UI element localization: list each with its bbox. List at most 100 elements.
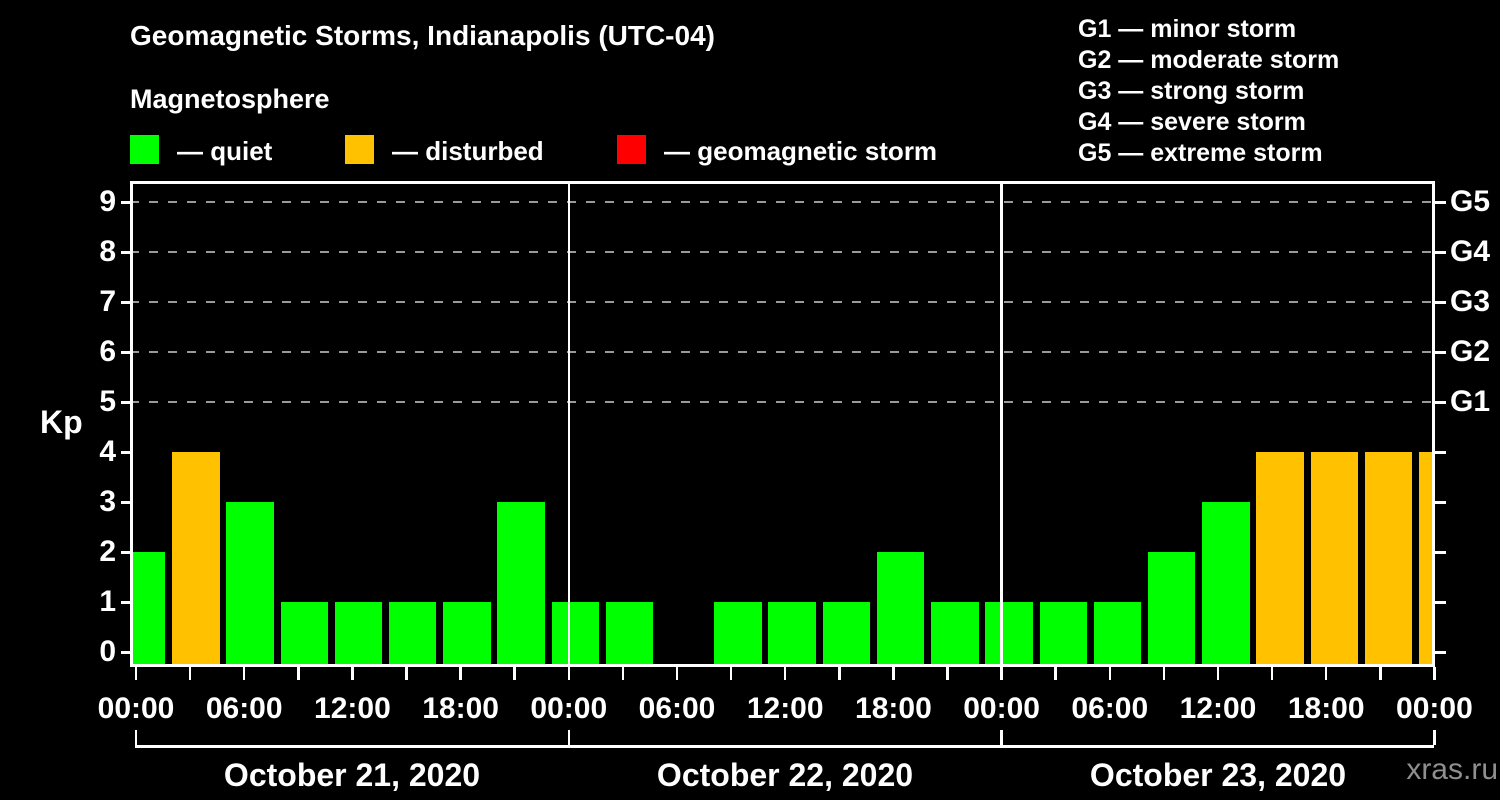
date-bracket-tick: [134, 730, 138, 745]
date-bracket-tick: [567, 730, 571, 745]
kp-bar: [605, 602, 654, 667]
kp-bar: [768, 602, 816, 667]
kp-bar: [822, 602, 871, 667]
x-axis-tick-label: 00:00: [97, 692, 175, 725]
x-axis-tick: [1054, 667, 1057, 680]
x-axis-tick: [297, 667, 300, 680]
g-scale-line: G5 — extreme storm: [1078, 139, 1323, 167]
x-axis-tick: [1433, 667, 1436, 680]
kp-bar: [1093, 602, 1142, 667]
x-axis-tick-label: 06:00: [1071, 692, 1149, 725]
y-axis-tick: [1435, 401, 1446, 404]
kp-bar: [334, 602, 383, 667]
storm-swatch: [617, 135, 646, 164]
plot-clip: [130, 181, 1435, 667]
x-axis-tick: [1379, 667, 1382, 680]
kp-bar: [388, 602, 437, 667]
x-axis-tick: [1000, 667, 1003, 680]
x-axis-tick-label: 18:00: [422, 692, 499, 725]
y-axis-tick: [1435, 651, 1446, 654]
y-axis-tick: [121, 551, 130, 554]
kp-bar: [1202, 502, 1250, 667]
day-divider: [567, 181, 571, 667]
g-level-label: G1: [1450, 385, 1491, 418]
y-axis-tick: [121, 301, 130, 304]
date-bracket: [135, 745, 1434, 748]
g-scale-line: G3 — strong storm: [1078, 77, 1305, 105]
x-axis-tick: [946, 667, 949, 680]
x-axis-tick: [675, 667, 679, 680]
y-axis-tick: [121, 651, 130, 654]
x-axis-tick: [729, 667, 733, 680]
g-scale-line: G1 — minor storm: [1078, 15, 1297, 43]
kp-bar: [280, 602, 329, 667]
day-divider: [1000, 181, 1003, 667]
y-axis-tick: [121, 251, 130, 254]
g-level-gridline: [130, 301, 1435, 303]
kp-bar: [1147, 552, 1196, 667]
date-label: October 22, 2020: [656, 757, 914, 793]
chart-title: Geomagnetic Storms, Indianapolis (UTC-04…: [130, 20, 715, 51]
y-axis-tick-label: 6: [99, 335, 116, 368]
chart-subtitle: Magnetosphere: [130, 84, 330, 114]
x-axis-tick: [134, 667, 138, 680]
x-axis-tick-label: 00:00: [530, 692, 608, 725]
x-axis-tick: [783, 667, 787, 680]
kp-bar: [1039, 602, 1087, 667]
x-axis-tick: [1324, 667, 1328, 680]
x-axis-tick-label: 06:00: [638, 692, 716, 725]
x-axis-tick-label: 00:00: [1396, 692, 1473, 725]
kp-bar: [443, 602, 491, 667]
x-axis-tick: [838, 667, 841, 680]
x-axis-tick: [1270, 667, 1274, 680]
kp-bar: [931, 602, 979, 667]
watermark: xras.ru: [1406, 753, 1498, 786]
quiet-swatch: [130, 135, 159, 164]
kp-bar: [714, 602, 762, 667]
g-level-gridline: [130, 401, 1435, 403]
kp-bar: [226, 502, 274, 667]
x-axis-tick: [188, 667, 192, 680]
g-scale-legend: G1 — minor storm G2 — moderate storm G3 …: [1078, 14, 1339, 169]
y-axis-tick: [1435, 601, 1446, 604]
y-axis-tick-label: 3: [99, 485, 116, 518]
date-label: October 23, 2020: [1089, 757, 1347, 793]
g-level-gridline: [130, 251, 1435, 253]
kp-bar: [551, 602, 600, 667]
x-axis-tick-label: 06:00: [205, 692, 283, 725]
y-axis-tick: [121, 351, 130, 354]
y-axis-tick: [121, 601, 130, 604]
x-axis-tick: [242, 667, 246, 680]
x-axis-tick-label: 12:00: [746, 692, 824, 725]
x-axis-tick: [459, 667, 462, 680]
x-axis-tick: [513, 667, 516, 680]
x-axis-tick-label: 12:00: [314, 692, 391, 725]
y-axis-tick: [1435, 501, 1446, 504]
y-axis-tick: [1435, 351, 1446, 354]
y-axis-tick: [1435, 451, 1446, 454]
y-axis-tick-label: 0: [99, 635, 116, 668]
y-axis-title: Kp: [40, 404, 83, 440]
y-axis-tick-label: 7: [99, 285, 116, 318]
plot-frame: [130, 181, 1435, 667]
g-level-gridline: [130, 351, 1435, 353]
x-axis-tick-label: 12:00: [1179, 692, 1257, 725]
y-axis-tick: [121, 401, 130, 404]
kp-bar: [1256, 452, 1304, 667]
disturbed-swatch: [345, 135, 374, 164]
x-axis-tick: [1216, 667, 1220, 680]
g-level-gridline: [130, 201, 1435, 203]
x-axis-tick: [405, 667, 408, 680]
y-axis-tick-label: 4: [99, 435, 116, 468]
kp-bar: [876, 552, 925, 667]
y-axis-tick: [121, 201, 130, 204]
x-axis-tick-label: 18:00: [1287, 692, 1365, 725]
x-axis-tick: [621, 667, 625, 680]
date-label: October 21, 2020: [223, 757, 481, 793]
kp-bar: [130, 552, 166, 667]
storm-label: — geomagnetic storm: [664, 136, 938, 166]
y-axis-tick-label: 2: [99, 535, 116, 568]
y-axis-tick: [1435, 551, 1446, 554]
x-axis-tick-label: 00:00: [963, 692, 1040, 725]
